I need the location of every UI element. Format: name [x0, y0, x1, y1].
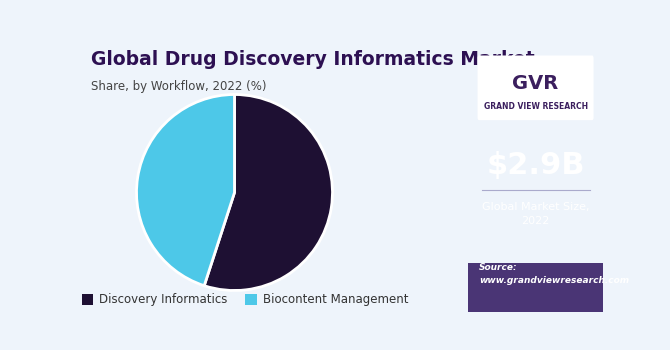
Wedge shape [204, 94, 332, 290]
Legend: Discovery Informatics, Biocontent Management: Discovery Informatics, Biocontent Manage… [77, 288, 413, 311]
Text: $2.9B: $2.9B [486, 152, 585, 181]
Text: Source:
www.grandviewresearch.com: Source: www.grandviewresearch.com [479, 262, 629, 285]
Text: Global Drug Discovery Informatics Market: Global Drug Discovery Informatics Market [91, 50, 535, 69]
Text: Share, by Workflow, 2022 (%): Share, by Workflow, 2022 (%) [91, 80, 267, 93]
Text: GVR: GVR [513, 74, 559, 93]
Text: Global Market Size,
2022: Global Market Size, 2022 [482, 203, 590, 226]
Wedge shape [137, 94, 234, 286]
FancyBboxPatch shape [478, 56, 594, 120]
Text: GRAND VIEW RESEARCH: GRAND VIEW RESEARCH [484, 102, 588, 111]
FancyBboxPatch shape [468, 263, 603, 312]
